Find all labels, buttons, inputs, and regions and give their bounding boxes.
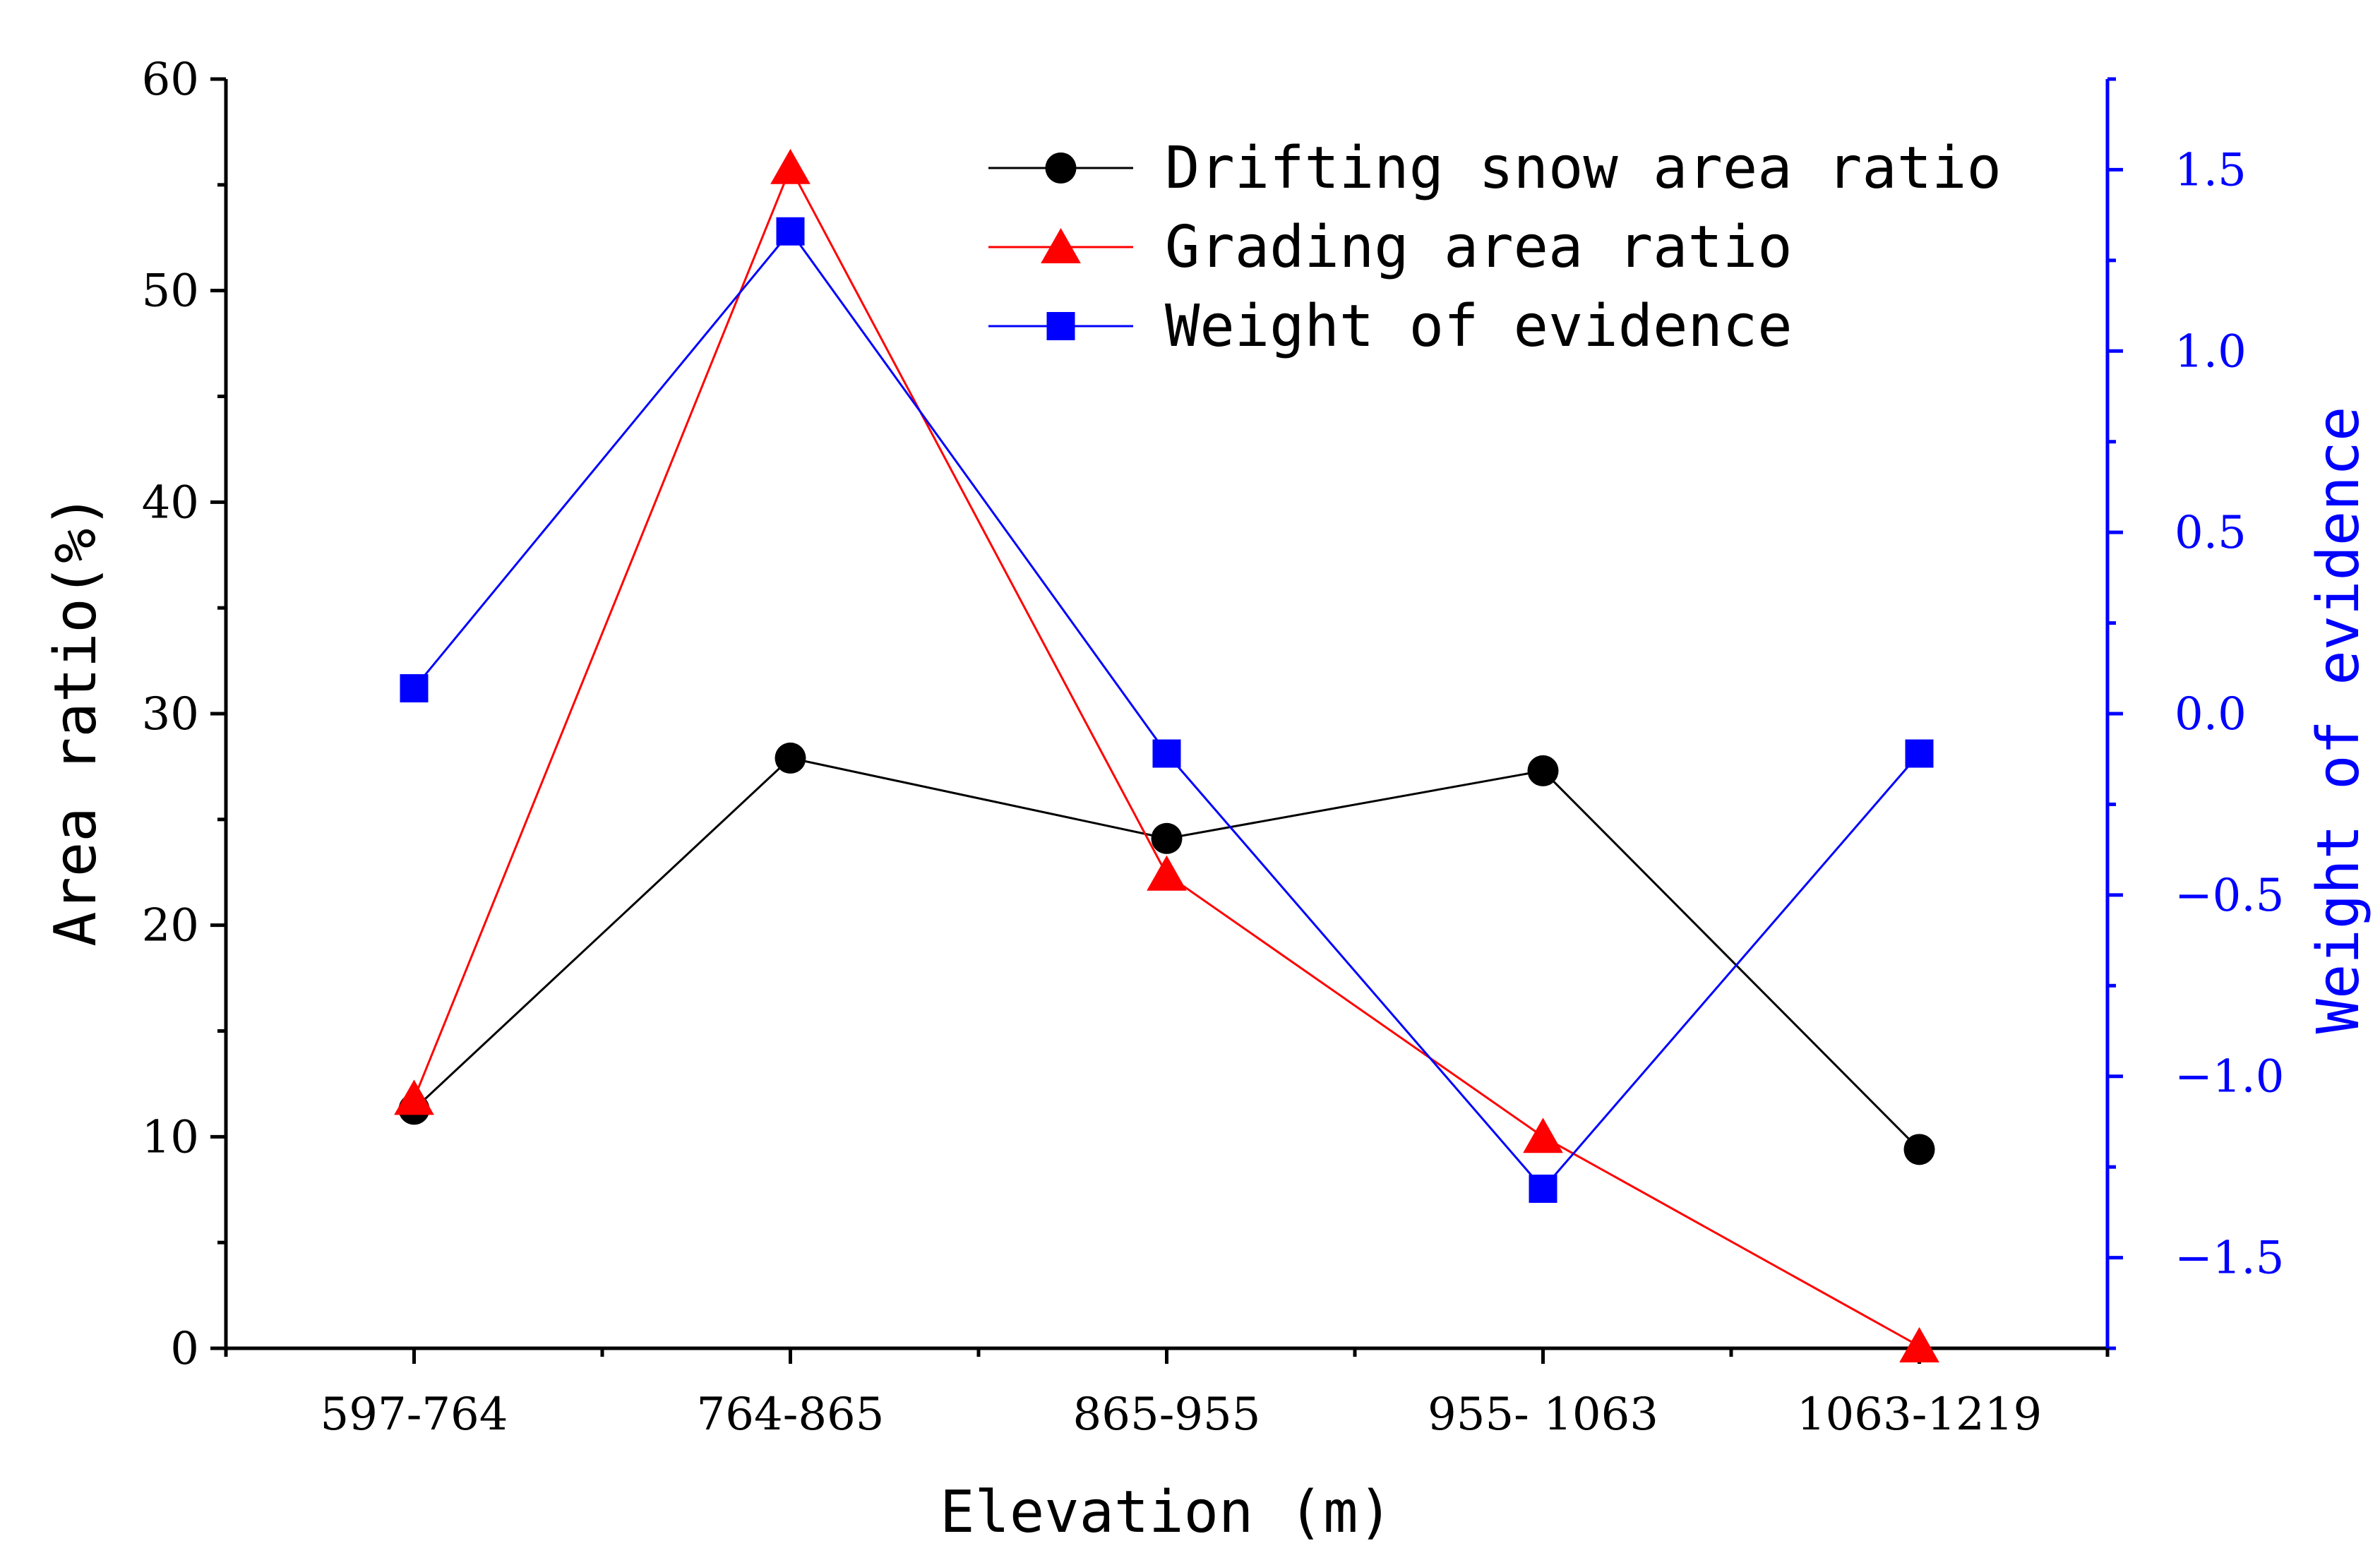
y-tick-label: 40 xyxy=(142,476,199,529)
data-point-circle xyxy=(775,742,806,774)
legend-label: Grading area ratio xyxy=(1165,214,1793,281)
y-tick-label: 10 xyxy=(142,1111,199,1163)
data-point-triangle xyxy=(394,1079,434,1115)
y2-tick-label: 1.0 xyxy=(2175,325,2247,378)
series-line-circle xyxy=(413,757,1920,1151)
x-tick-label: 865-955 xyxy=(1073,1389,1261,1441)
y2-axis-title: Weight of evidence xyxy=(2305,407,2372,1034)
data-point-square xyxy=(1152,739,1181,768)
y-tick-label: 50 xyxy=(142,265,199,318)
data-point-square xyxy=(1905,739,1934,768)
data-point-triangle xyxy=(770,148,811,184)
data-point-triangle xyxy=(1899,1327,1939,1362)
y-tick-label: 60 xyxy=(142,54,199,106)
legend-marker-circle xyxy=(1045,152,1077,184)
y2-tick-label: 1.5 xyxy=(2175,144,2247,196)
series-line-square xyxy=(413,229,1920,1191)
y2-tick-label: −1.0 xyxy=(2175,1051,2284,1103)
legend-label: Weight of evidence xyxy=(1165,293,1793,360)
axes: 0 10 20 30 40 50 60 −1.5 −1.0 −0.5 0.0 0.5 1.0 1.5 597… xyxy=(142,54,2285,1441)
y-tick-label: 30 xyxy=(142,688,199,740)
x-tick-label: 597-764 xyxy=(321,1389,508,1441)
y-tick-label: 0 xyxy=(170,1323,199,1375)
y2-tick-label: −1.5 xyxy=(2175,1233,2284,1285)
data-point-square xyxy=(776,217,805,246)
data-point-square xyxy=(1529,1174,1557,1203)
y-axis-title: Area ratio(%) xyxy=(42,493,109,947)
y2-tick-label: −0.5 xyxy=(2175,870,2284,922)
data-point-circle xyxy=(1151,822,1183,854)
series-markers xyxy=(394,148,1939,1362)
data-point-triangle xyxy=(1523,1117,1563,1153)
y2-tick-label: 0.5 xyxy=(2175,507,2247,559)
data-point-square xyxy=(400,674,429,703)
y2-tick-label: 0.0 xyxy=(2175,688,2247,740)
y-tick-label: 20 xyxy=(142,900,199,952)
x-axis-title: Elevation (m) xyxy=(940,1479,1393,1546)
data-point-triangle xyxy=(1147,855,1187,891)
legend-label: Drifting snow area ratio xyxy=(1165,135,2002,202)
x-tick-label: 955- 1063 xyxy=(1428,1389,1658,1441)
x-tick-label: 1063-1219 xyxy=(1797,1389,2042,1441)
legend-marker-square xyxy=(1046,312,1075,340)
x-tick-label: 764-865 xyxy=(697,1389,885,1441)
data-point-circle xyxy=(1527,755,1559,786)
data-point-circle xyxy=(1903,1134,1935,1165)
legend-marker-triangle xyxy=(1041,228,1081,263)
legend: Drifting snow area ratio Grading area rat… xyxy=(988,135,2002,360)
